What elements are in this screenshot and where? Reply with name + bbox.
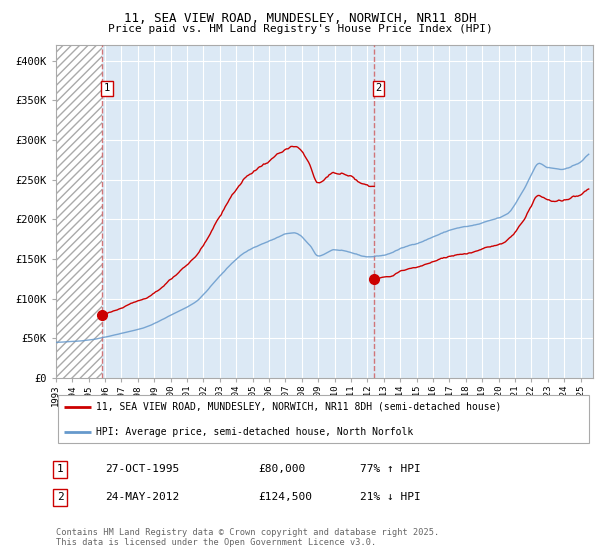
Text: HPI: Average price, semi-detached house, North Norfolk: HPI: Average price, semi-detached house,… xyxy=(96,427,413,437)
Text: 77% ↑ HPI: 77% ↑ HPI xyxy=(360,464,421,474)
Text: 21% ↓ HPI: 21% ↓ HPI xyxy=(360,492,421,502)
Text: 1: 1 xyxy=(104,83,110,94)
Bar xyxy=(56,45,102,378)
Text: Contains HM Land Registry data © Crown copyright and database right 2025.
This d: Contains HM Land Registry data © Crown c… xyxy=(56,528,439,547)
Text: £80,000: £80,000 xyxy=(258,464,305,474)
Text: 1: 1 xyxy=(56,464,64,474)
Text: 24-MAY-2012: 24-MAY-2012 xyxy=(105,492,179,502)
Text: 27-OCT-1995: 27-OCT-1995 xyxy=(105,464,179,474)
Text: 11, SEA VIEW ROAD, MUNDESLEY, NORWICH, NR11 8DH (semi-detached house): 11, SEA VIEW ROAD, MUNDESLEY, NORWICH, N… xyxy=(96,402,502,412)
Text: 2: 2 xyxy=(56,492,64,502)
Text: 2: 2 xyxy=(375,83,382,94)
FancyBboxPatch shape xyxy=(58,395,589,442)
Text: 11, SEA VIEW ROAD, MUNDESLEY, NORWICH, NR11 8DH: 11, SEA VIEW ROAD, MUNDESLEY, NORWICH, N… xyxy=(124,12,476,25)
Text: Price paid vs. HM Land Registry's House Price Index (HPI): Price paid vs. HM Land Registry's House … xyxy=(107,24,493,34)
Text: £124,500: £124,500 xyxy=(258,492,312,502)
